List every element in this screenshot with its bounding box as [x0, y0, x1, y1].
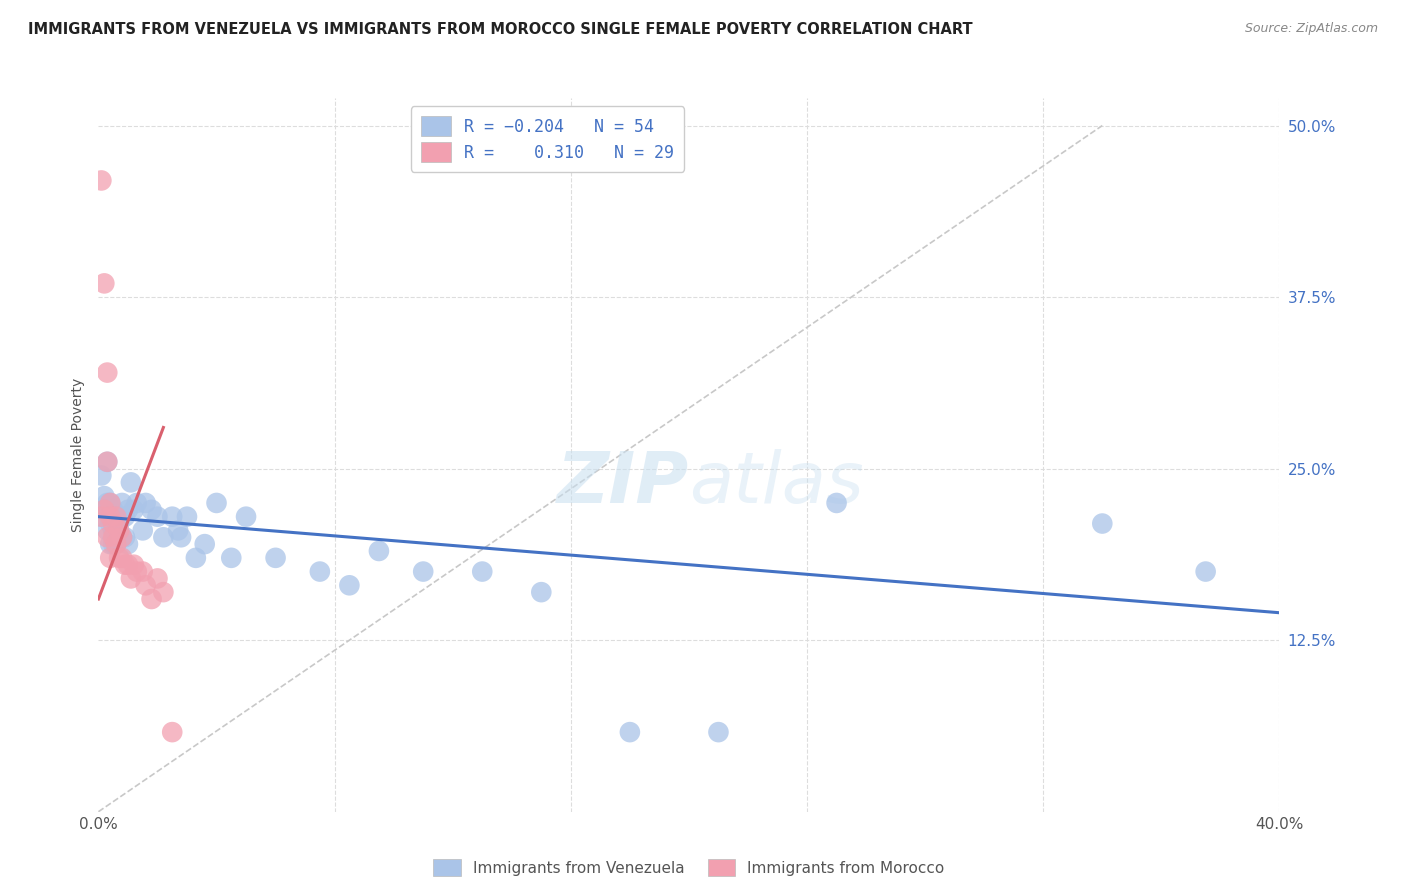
- Point: [339, 578, 360, 592]
- Point: [120, 571, 142, 585]
- Point: [132, 524, 155, 538]
- Point: [93, 503, 115, 517]
- Point: [90, 509, 112, 524]
- Point: [205, 496, 228, 510]
- Point: [108, 524, 131, 538]
- Point: [146, 571, 169, 585]
- Point: [108, 516, 131, 531]
- Point: [114, 558, 136, 572]
- Point: [93, 489, 115, 503]
- Point: [125, 496, 148, 510]
- Text: Source: ZipAtlas.com: Source: ZipAtlas.com: [1244, 22, 1378, 36]
- Point: [96, 455, 118, 469]
- Point: [105, 509, 128, 524]
- Point: [103, 503, 125, 517]
- Point: [120, 475, 142, 490]
- Point: [96, 524, 118, 538]
- Point: [111, 530, 134, 544]
- Point: [111, 550, 134, 565]
- Point: [96, 366, 118, 380]
- Point: [309, 565, 332, 579]
- Point: [122, 558, 145, 572]
- Point: [162, 509, 183, 524]
- Point: [125, 565, 148, 579]
- Point: [1091, 516, 1114, 531]
- Point: [103, 524, 125, 538]
- Point: [141, 592, 163, 607]
- Point: [619, 725, 641, 739]
- Point: [105, 537, 128, 551]
- Point: [98, 550, 121, 565]
- Point: [117, 537, 139, 551]
- Point: [152, 530, 174, 544]
- Point: [368, 544, 391, 558]
- Point: [707, 725, 730, 739]
- Point: [105, 509, 128, 524]
- Point: [103, 516, 125, 531]
- Point: [93, 277, 115, 291]
- Point: [135, 496, 157, 510]
- Point: [152, 585, 174, 599]
- Point: [114, 509, 136, 524]
- Legend: Immigrants from Venezuela, Immigrants from Morocco: Immigrants from Venezuela, Immigrants fr…: [427, 853, 950, 882]
- Point: [98, 496, 121, 510]
- Point: [98, 509, 121, 524]
- Point: [117, 503, 139, 517]
- Point: [235, 509, 257, 524]
- Point: [98, 496, 121, 510]
- Point: [530, 585, 553, 599]
- Point: [98, 537, 121, 551]
- Point: [108, 509, 131, 524]
- Point: [98, 516, 121, 531]
- Point: [141, 503, 163, 517]
- Point: [90, 509, 112, 524]
- Point: [105, 537, 128, 551]
- Text: IMMIGRANTS FROM VENEZUELA VS IMMIGRANTS FROM MOROCCO SINGLE FEMALE POVERTY CORRE: IMMIGRANTS FROM VENEZUELA VS IMMIGRANTS …: [28, 22, 973, 37]
- Point: [162, 725, 183, 739]
- Point: [103, 530, 125, 544]
- Point: [825, 496, 848, 510]
- Y-axis label: Single Female Poverty: Single Female Poverty: [72, 378, 86, 532]
- Point: [135, 578, 157, 592]
- Point: [471, 565, 494, 579]
- Point: [264, 550, 287, 565]
- Point: [122, 503, 145, 517]
- Point: [90, 173, 112, 187]
- Point: [103, 537, 125, 551]
- Text: ZIP: ZIP: [557, 449, 689, 518]
- Point: [114, 530, 136, 544]
- Point: [105, 530, 128, 544]
- Point: [93, 503, 115, 517]
- Point: [96, 496, 118, 510]
- Point: [412, 565, 434, 579]
- Point: [1195, 565, 1218, 579]
- Point: [96, 530, 118, 544]
- Point: [219, 550, 242, 565]
- Point: [184, 550, 207, 565]
- Point: [111, 530, 134, 544]
- Point: [176, 509, 198, 524]
- Point: [194, 537, 217, 551]
- Point: [90, 468, 112, 483]
- Point: [108, 550, 131, 565]
- Point: [103, 509, 125, 524]
- Point: [111, 496, 134, 510]
- Point: [146, 509, 169, 524]
- Text: atlas: atlas: [689, 449, 863, 518]
- Point: [132, 565, 155, 579]
- Point: [167, 524, 190, 538]
- Point: [117, 558, 139, 572]
- Point: [96, 455, 118, 469]
- Point: [170, 530, 193, 544]
